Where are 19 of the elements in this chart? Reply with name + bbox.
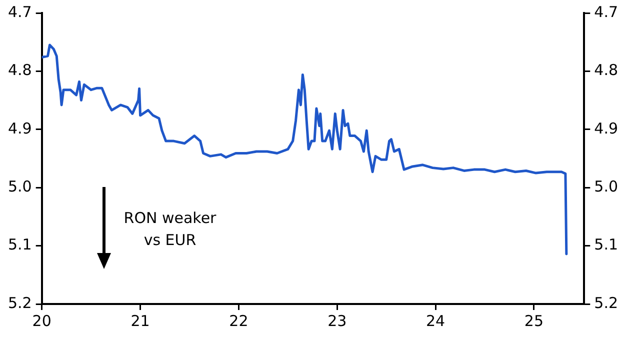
y-tick-label: 5.0: [8, 177, 32, 196]
y-tick-label: 4.8: [8, 61, 32, 80]
y-tick-label: 4.7: [8, 2, 32, 21]
y-tick-label: 4.9: [8, 119, 32, 138]
x-tick-label: 20: [32, 312, 52, 330]
annotation: RON weaker vs EUR: [122, 208, 218, 251]
y2-tick-label: 5.0: [594, 177, 618, 196]
y2-tick-label: 4.9: [594, 119, 618, 138]
x-tick-label: 21: [130, 312, 150, 330]
x-tick-label: 23: [328, 312, 347, 330]
x-tick-label: 25: [524, 312, 544, 330]
x-tick-label: 24: [426, 312, 446, 330]
y2-tick-label: 5.1: [594, 236, 618, 254]
x-tick-label: 22: [229, 312, 248, 330]
y2-tick-label: 4.8: [594, 61, 618, 80]
y2-tick-label: 5.2: [594, 294, 618, 312]
y-tick-label: 5.1: [8, 236, 32, 254]
y-tick-label: 5.2: [8, 294, 32, 312]
y2-tick-label: 4.7: [594, 2, 618, 21]
